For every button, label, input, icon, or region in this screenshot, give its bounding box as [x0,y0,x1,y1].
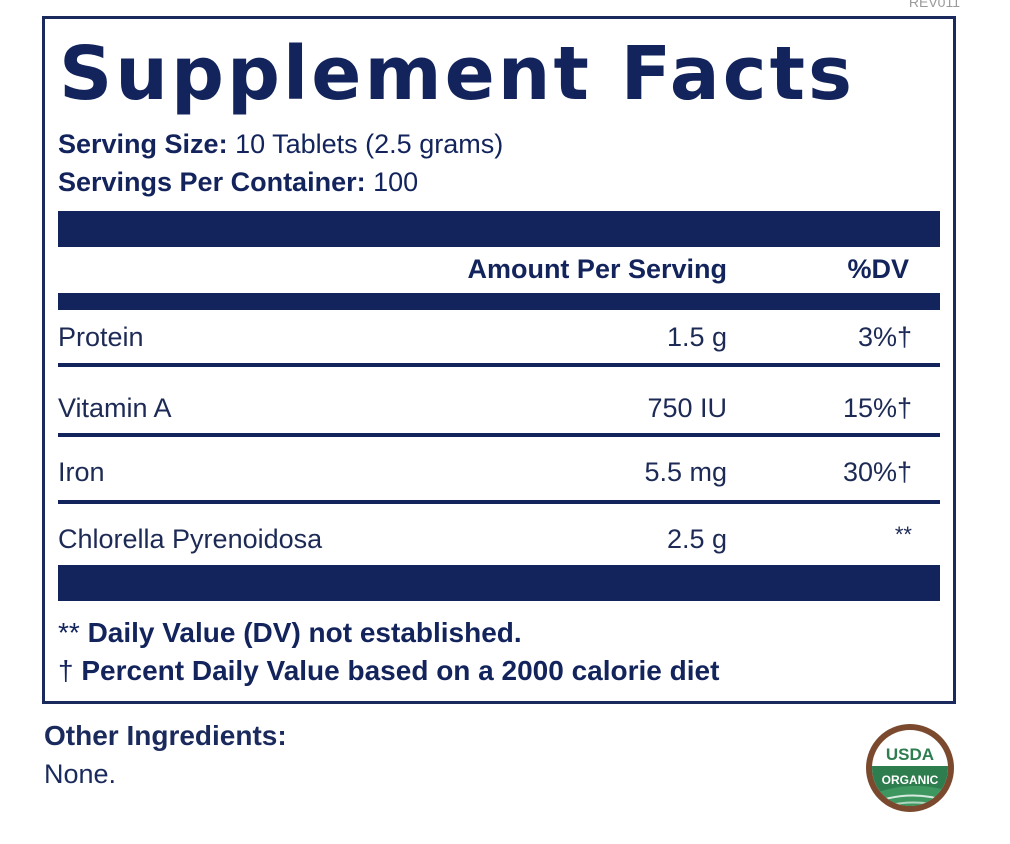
nutrient-dv: 3%† [857,322,912,352]
nutrient-row: Chlorella Pyrenoidosa 2.5 g ** [58,514,940,564]
servings-per-container-label: Servings Per Container: [58,167,366,197]
panel-title: Supplement Facts [59,31,856,117]
nutrient-name: Iron [58,457,105,487]
footnote-pct-text: Percent Daily Value based on a 2000 calo… [81,655,720,686]
footnote-percent-dv: † Percent Daily Value based on a 2000 ca… [58,653,719,689]
nutrient-amount: 5.5 mg [644,457,727,487]
row-divider [58,363,940,367]
revision-code: REV011 [908,0,960,10]
seal-organic-text: ORGANIC [882,773,939,787]
nutrient-dv: 15%† [842,393,912,423]
other-ingredients-label: Other Ingredients: [44,720,287,751]
nutrient-amount: 750 IU [647,393,727,423]
other-ingredients-value: None. [44,759,117,789]
header-rule [58,293,940,310]
nutrient-name: Protein [58,322,144,352]
amount-per-serving-header: Amount Per Serving [467,254,727,284]
dv-header: %DV [847,254,909,284]
footnote-dv-not-established: ** Daily Value (DV) not established. [58,615,522,651]
nutrient-name: Chlorella Pyrenoidosa [58,524,323,554]
bottom-thick-rule [58,565,940,601]
row-divider [58,500,940,504]
footnote-dv-text: Daily Value (DV) not established. [87,617,522,648]
supplement-facts-panel: Supplement Facts Serving Size: 10 Tablet… [42,16,956,704]
seal-usda-text: USDA [886,745,934,764]
nutrient-dv: 30%† [842,457,912,487]
usda-organic-seal-icon: USDA ORGANIC [866,724,954,812]
nutrient-dv: ** [894,522,912,547]
nutrient-amount: 2.5 g [666,524,727,554]
top-thick-rule [58,211,940,247]
serving-size-value: 10 Tablets (2.5 grams) [235,129,504,159]
footnote-symbol-double-asterisk: ** [58,617,80,648]
footnote-symbol-dagger: † [58,655,74,686]
servings-per-container: Servings Per Container: 100 [58,165,418,199]
serving-size: Serving Size: 10 Tablets (2.5 grams) [58,127,503,161]
nutrient-amount: 1.5 g [666,322,727,352]
row-divider [58,433,940,437]
serving-size-label: Serving Size: [58,129,228,159]
nutrient-row: Iron 5.5 mg 30%† [58,447,940,497]
servings-per-container-value: 100 [373,167,419,197]
nutrient-row: Vitamin A 750 IU 15%† [58,383,940,433]
nutrient-row: Protein 1.5 g 3%† [58,312,940,362]
nutrient-name: Vitamin A [58,393,172,423]
